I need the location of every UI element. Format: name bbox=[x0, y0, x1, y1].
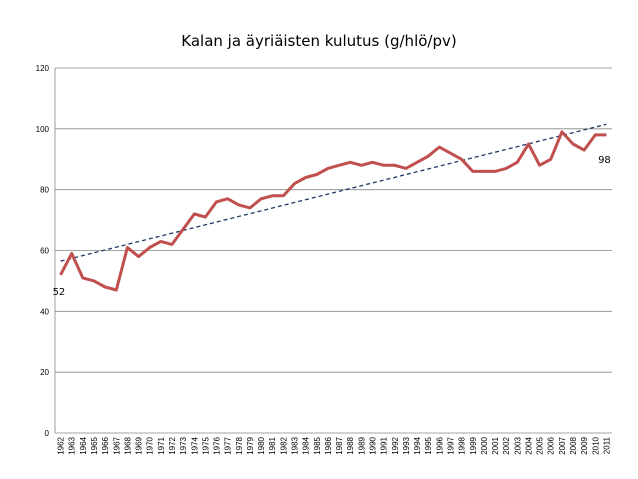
x-tick-label: 1983 bbox=[291, 436, 300, 454]
x-tick-label: 2001 bbox=[491, 436, 500, 454]
chart-title: Kalan ja äyriäisten kulutus (g/hlö/pv) bbox=[181, 32, 457, 50]
y-tick-label: 20 bbox=[40, 368, 49, 377]
x-tick-label: 1973 bbox=[179, 436, 188, 454]
x-tick-label: 2010 bbox=[591, 436, 600, 454]
x-tick-label: 1992 bbox=[391, 436, 400, 454]
x-tick-label: 1967 bbox=[112, 436, 121, 454]
x-tick-label: 2003 bbox=[513, 436, 522, 454]
x-tick-label: 2004 bbox=[524, 436, 533, 454]
x-tick-label: 2009 bbox=[580, 436, 589, 454]
x-tick-label: 1995 bbox=[424, 436, 433, 454]
x-tick-label: 1968 bbox=[123, 436, 132, 454]
x-tick-label: 2000 bbox=[480, 436, 489, 454]
data-label: 52 bbox=[53, 287, 66, 298]
x-tick-label: 1997 bbox=[446, 436, 455, 454]
x-tick-label: 1984 bbox=[302, 436, 311, 454]
series-line-0 bbox=[59, 130, 607, 292]
x-tick-label: 1996 bbox=[435, 436, 444, 454]
y-tick-label: 40 bbox=[40, 307, 49, 316]
x-tick-label: 1990 bbox=[368, 436, 377, 454]
x-tick-label: 2002 bbox=[502, 436, 511, 454]
x-tick-label: 1979 bbox=[246, 436, 255, 454]
x-tick-label: 1988 bbox=[346, 436, 355, 454]
x-tick-label: 1966 bbox=[101, 436, 110, 454]
x-tick-label: 1972 bbox=[168, 436, 177, 454]
x-tick-label: 1971 bbox=[157, 436, 166, 454]
trendline bbox=[60, 123, 607, 262]
data-label: 98 bbox=[598, 155, 611, 166]
x-tick-label: 1974 bbox=[190, 436, 199, 454]
y-tick-label: 80 bbox=[40, 186, 49, 195]
x-tick-label: 2007 bbox=[558, 436, 567, 454]
x-tick-label: 1970 bbox=[146, 436, 155, 454]
x-tick-label: 1963 bbox=[68, 436, 77, 454]
y-axis: 0 20 40 60 80 100 120 bbox=[36, 64, 56, 438]
x-tick-label: 2005 bbox=[536, 436, 545, 454]
y-tick-label: 100 bbox=[36, 125, 50, 134]
x-tick-label: 1986 bbox=[324, 436, 333, 454]
y-tick-label: 120 bbox=[36, 64, 50, 73]
x-tick-label: 1982 bbox=[279, 436, 288, 454]
y-tick-label: 60 bbox=[40, 247, 49, 256]
y-tick-label: 0 bbox=[45, 429, 50, 438]
x-tick-label: 1969 bbox=[135, 436, 144, 454]
gridlines bbox=[55, 67, 612, 434]
x-tick-label: 1981 bbox=[268, 436, 277, 454]
x-tick-label: 1980 bbox=[257, 436, 266, 454]
x-tick-label: 1965 bbox=[90, 436, 99, 454]
x-tick-label: 2008 bbox=[569, 436, 578, 454]
x-tick-label: 1991 bbox=[380, 436, 389, 454]
x-tick-label: 1999 bbox=[469, 436, 478, 454]
x-tick-label: 1962 bbox=[57, 436, 66, 454]
annotations: 52 98 bbox=[53, 155, 611, 298]
x-tick-label: 1978 bbox=[235, 436, 244, 454]
x-tick-label: 1964 bbox=[79, 436, 88, 454]
x-tick-label: 1994 bbox=[413, 436, 422, 454]
x-tick-label: 1987 bbox=[335, 436, 344, 454]
trendline-group bbox=[60, 123, 607, 262]
x-tick-label: 2011 bbox=[602, 436, 611, 454]
x-tick-label: 1975 bbox=[201, 436, 210, 454]
x-tick-label: 2006 bbox=[547, 436, 556, 454]
x-tick-label: 1976 bbox=[213, 436, 222, 454]
x-tick-label: 1993 bbox=[402, 436, 411, 454]
x-tick-label: 1998 bbox=[458, 436, 467, 454]
x-tick-label: 1977 bbox=[224, 436, 233, 454]
x-axis: 1962 1963 1964 1965 1966 1967 1968 1969 1970 1971… bbox=[57, 436, 612, 454]
series-group bbox=[59, 130, 607, 292]
x-tick-label: 1985 bbox=[313, 436, 322, 454]
x-tick-label: 1989 bbox=[357, 436, 366, 454]
